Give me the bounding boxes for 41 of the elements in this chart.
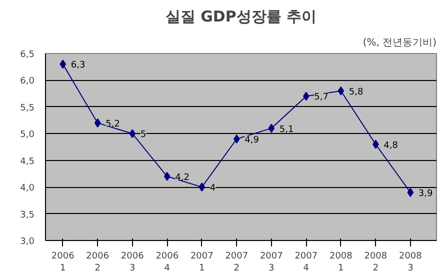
- data-label: 4,9: [244, 135, 260, 146]
- data-label: 6,3: [70, 60, 86, 71]
- y-tick-label: 4,0: [20, 184, 35, 194]
- point: [164, 172, 170, 181]
- y-tick-label: 6,5: [20, 50, 35, 60]
- x-tick-label: 2008 2: [364, 252, 388, 274]
- data-label: 5,1: [279, 124, 294, 135]
- x-tick-label: 2007 2: [225, 252, 248, 274]
- x-tick-label: 2007 3: [260, 252, 283, 274]
- point: [338, 86, 344, 96]
- x-tick-label: 2008 3: [398, 252, 422, 274]
- data-label: 5,2: [106, 119, 120, 130]
- data-label: 4: [210, 184, 216, 194]
- x-tick-label: 2008 1: [329, 252, 353, 274]
- point: [233, 134, 240, 144]
- x-tick-label: 2006 2: [86, 252, 110, 274]
- x-tick-label: 2007 4: [294, 252, 318, 274]
- y-tick-label: 6,0: [20, 76, 35, 87]
- x-tick-label: 2006 3: [120, 252, 144, 274]
- chart-title: 실질 GDP성장률 추이: [165, 8, 317, 26]
- x-tick-label: 2007 1: [190, 252, 214, 274]
- x-tick-label: 2006 1: [51, 252, 75, 274]
- data-label: 4,8: [384, 140, 398, 151]
- data-label: 5,8: [348, 87, 364, 98]
- data-label: 5,7: [314, 92, 328, 103]
- y-tick-label: 5,5: [20, 103, 35, 114]
- y-tick-label: 3,0: [20, 237, 35, 247]
- chart-subtitle: (%, 전년동기비): [362, 38, 437, 48]
- point: [268, 124, 275, 133]
- y-tick-label: 3,5: [20, 210, 35, 220]
- data-label: 4,2: [175, 172, 190, 183]
- x-tick-label: 2006 4: [156, 252, 179, 274]
- data-label: 5: [140, 130, 146, 140]
- data-label: 3,9: [418, 188, 434, 199]
- point: [198, 182, 206, 192]
- y-tick-label: 5,0: [20, 130, 35, 140]
- point: [407, 188, 414, 197]
- y-tick-label: 4,5: [20, 156, 35, 167]
- point: [129, 129, 136, 138]
- point: [60, 60, 66, 69]
- point: [94, 118, 101, 128]
